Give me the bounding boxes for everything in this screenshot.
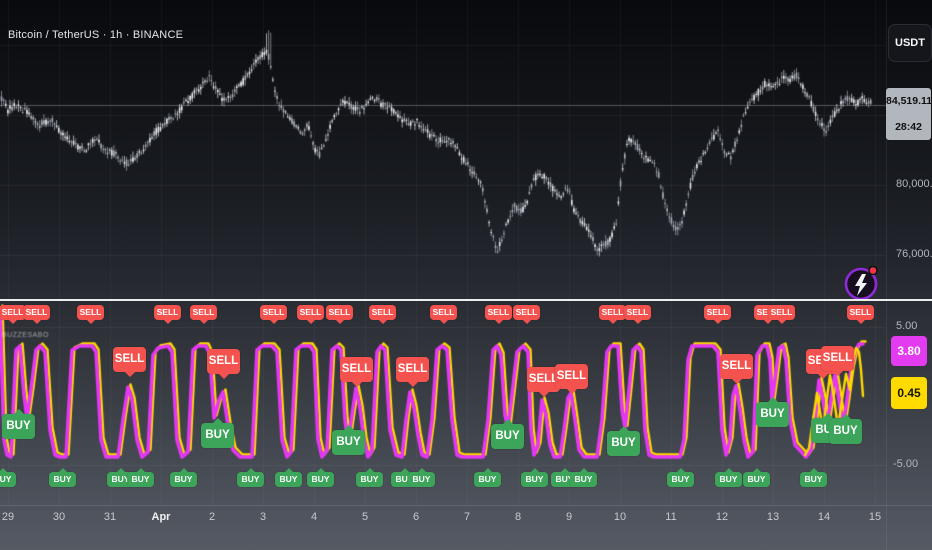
time-axis-label: 8	[514, 511, 522, 523]
sell-signal-label: SELL	[154, 305, 181, 320]
time-axis-label: 15	[868, 511, 882, 523]
time-axis-label: 12	[715, 511, 729, 523]
price-scale-separator	[886, 0, 887, 550]
yellow-value-badge: 0.45	[891, 377, 927, 409]
buy-signal-label: BUY	[408, 472, 435, 487]
time-axis[interactable]: 29 30 31 Apr 2 3 4 5 6 7 8 9 10 11 12 13 14 15	[0, 505, 932, 550]
buy-signal-label: BUY	[521, 472, 548, 487]
time-axis-label: 6	[412, 511, 420, 523]
magenta-value-badge: 3.80	[891, 336, 927, 366]
sell-signal-label: SELL	[113, 347, 146, 372]
sell-signal-label: SELL	[340, 357, 373, 382]
sell-signal-label: SELL	[821, 346, 854, 371]
buy-signal-label: BUY	[667, 472, 694, 487]
time-axis-label: 3	[259, 511, 267, 523]
buy-signal-label: BUY	[237, 472, 264, 487]
currency-usdt-button[interactable]: USDT	[888, 24, 932, 62]
price-scale-label-80000: 80,000.00	[896, 178, 932, 190]
buy-signal-label: BUY	[743, 472, 770, 487]
buy-signal-label: BUY	[491, 424, 524, 449]
buy-signal-label: BUY	[275, 472, 302, 487]
symbol-title[interactable]: Bitcoin / TetherUS · 1h · BINANCE	[8, 29, 184, 41]
sell-signal-label: SELL	[369, 305, 396, 320]
buy-signal-label: BUY	[607, 431, 640, 456]
buy-signal-label: BUY	[356, 472, 383, 487]
time-axis-label: 30	[52, 511, 66, 523]
indicator-title: BUZZESABO	[2, 332, 49, 339]
sell-signal-label: SELL	[704, 305, 731, 320]
sell-signal-label: SELL	[260, 305, 287, 320]
current-price-value: 84,519.11	[886, 95, 932, 107]
buy-signal-label: BUY	[49, 472, 76, 487]
buy-signal-label: BUY	[201, 423, 234, 448]
sell-signal-label: SELL	[768, 305, 795, 320]
sell-signal-label: SELL	[396, 357, 429, 382]
buy-signal-label: BUY	[0, 472, 16, 487]
buy-signal-label: BUY	[715, 472, 742, 487]
buy-signal-label: BUY	[829, 419, 862, 444]
buy-signal-label: BUY	[332, 430, 365, 455]
sell-signal-label: SELL	[599, 305, 626, 320]
sell-signal-label: SELL	[555, 364, 588, 389]
oscillator-scale-top: 5.00	[896, 320, 918, 332]
current-price-badge: 84,519.11 28:42	[886, 88, 932, 140]
buy-signal-label: BUY	[170, 472, 197, 487]
sell-signal-label: SELL	[326, 305, 353, 320]
sell-signal-label: SELL	[430, 305, 457, 320]
sell-signal-label: SELL	[0, 305, 26, 320]
buy-signal-label: BUY	[2, 414, 35, 439]
time-axis-label: 11	[665, 511, 677, 523]
time-axis-label: 31	[103, 511, 117, 523]
price-scale-label-76000: 76,000.00	[896, 248, 932, 260]
sell-signal-label: SELL	[207, 349, 240, 374]
buy-signal-label: BUY	[474, 472, 501, 487]
bar-countdown: 28:42	[895, 121, 922, 133]
notification-dot	[868, 265, 878, 276]
time-axis-label: 14	[817, 511, 831, 523]
buy-signal-label: BUY	[570, 472, 597, 487]
sell-signal-label: SELL	[77, 305, 104, 320]
sell-signal-label: SELL	[847, 305, 874, 320]
pane-divider[interactable]	[0, 299, 932, 301]
time-axis-label: 13	[766, 511, 780, 523]
lightning-icon	[855, 274, 867, 296]
sell-signal-label: SELL	[624, 305, 651, 320]
buy-signal-label: BUY	[307, 472, 334, 487]
time-axis-label: 2	[208, 511, 216, 523]
sell-signal-label: SELL	[513, 305, 540, 320]
time-axis-label: 9	[565, 511, 573, 523]
sell-signal-label: SELL	[720, 354, 753, 379]
oscillator-scale-bottom: -5.00	[893, 458, 919, 470]
sell-signal-label: SELL	[485, 305, 512, 320]
time-axis-label: 29	[1, 511, 15, 523]
buy-signal-label: BUY	[127, 472, 154, 487]
buy-signal-label: BUY	[756, 402, 789, 427]
buy-signal-label: BUY	[800, 472, 827, 487]
sell-signal-label: SELL	[23, 305, 50, 320]
time-axis-label: Apr	[151, 511, 171, 523]
sell-signal-label: SELL	[297, 305, 324, 320]
time-axis-label: 4	[310, 511, 318, 523]
time-axis-label: 7	[463, 511, 471, 523]
quick-action-lightning-button[interactable]	[843, 265, 881, 303]
time-axis-label: 10	[613, 511, 627, 523]
sell-signal-label: SELL	[190, 305, 217, 320]
time-axis-label: 5	[361, 511, 369, 523]
time-axis-border	[0, 505, 932, 506]
